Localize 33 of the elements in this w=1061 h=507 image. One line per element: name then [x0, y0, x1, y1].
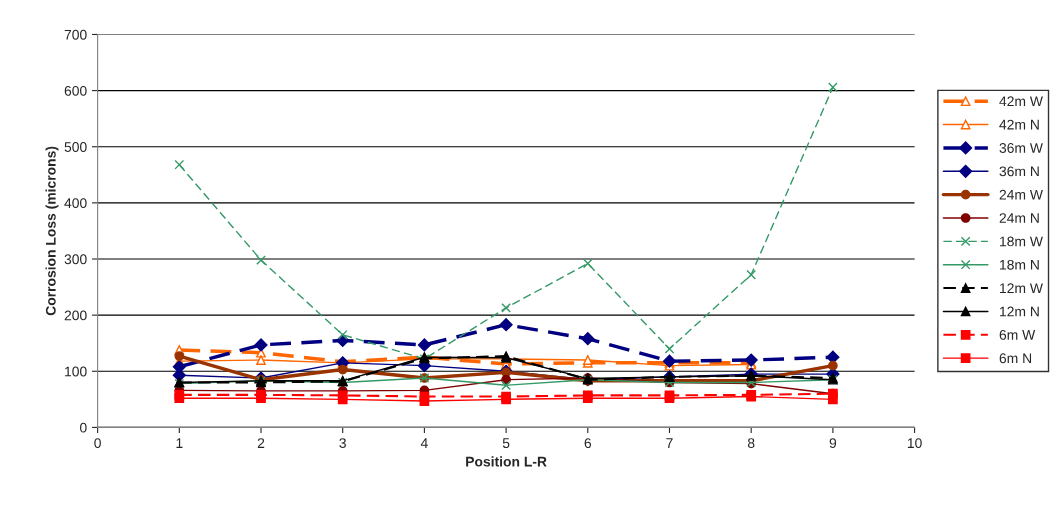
legend-label: 36m W: [999, 143, 1043, 153]
x-tick-label: 2: [257, 438, 265, 448]
x-tick-label: 10: [907, 438, 922, 449]
x-tick-label: 8: [747, 438, 755, 449]
legend-label: 42m W: [999, 96, 1043, 107]
x-tick-label: 7: [666, 438, 673, 448]
y-axis-title: Corrosion Loss (microns): [45, 146, 59, 316]
y-tick-label: 500: [64, 142, 87, 152]
x-tick-label: 3: [339, 438, 346, 449]
y-tick-label: 100: [65, 366, 87, 377]
legend-label: 42m N: [999, 119, 1039, 130]
legend-label: 12m N: [1000, 306, 1039, 317]
x-tick-label: 0: [94, 438, 101, 449]
x-tick-label: 5: [502, 438, 510, 449]
legend-label: 24m W: [999, 189, 1043, 200]
y-tick-label: 0: [80, 422, 87, 433]
y-tick-label: 600: [64, 85, 87, 96]
y-tick-label: 300: [64, 254, 87, 265]
y-tick-label: 200: [64, 310, 87, 321]
y-tick-label: 700: [64, 29, 87, 40]
legend-label: 24m N: [999, 213, 1039, 223]
y-tick-label: 400: [64, 198, 87, 209]
x-axis-title: Position L-R: [466, 456, 547, 467]
x-tick-label: 4: [420, 438, 428, 448]
x-tick-label: 6: [584, 438, 592, 449]
legend-label: 36m N: [999, 166, 1039, 177]
x-tick-label: 1: [176, 438, 183, 448]
legend-label: 18m N: [1000, 259, 1039, 270]
legend-label: 6m W: [999, 329, 1036, 340]
legend-label: 18m W: [1000, 236, 1043, 247]
x-tick-label: 9: [829, 438, 837, 449]
legend-label: 12m W: [1000, 283, 1043, 293]
legend-label: 6m N: [999, 353, 1032, 364]
